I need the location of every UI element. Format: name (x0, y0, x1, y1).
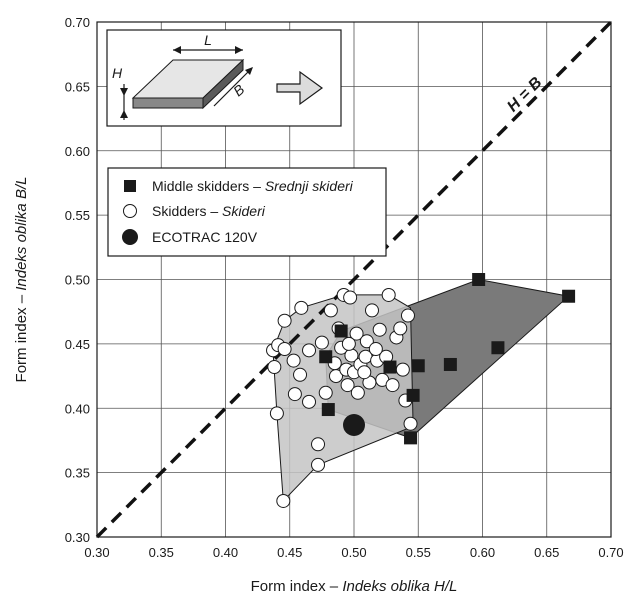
skidder-point (277, 342, 292, 357)
x-tick-label: 0.35 (149, 545, 174, 560)
dim-h-arrow-top (120, 88, 128, 96)
y-axis-title: Form index – Indeks oblika B/L (13, 177, 30, 383)
middle-skidder-point (334, 324, 348, 338)
x-tick-label: 0.55 (406, 545, 431, 560)
skidder-point (340, 378, 355, 393)
board-front (132, 97, 204, 109)
axis-layer: 0.30 0.35 0.40 0.45 0.50 0.55 0.60 0.65 0.70 0.30… (13, 15, 624, 595)
middle-skidder-point (411, 359, 425, 373)
x-tick-label: 0.50 (341, 545, 366, 560)
y-tick-label: 0.40 (65, 401, 90, 416)
skidder-point (294, 300, 309, 315)
y-tick-label: 0.45 (65, 337, 90, 352)
skidder-point (357, 365, 372, 380)
skidder-point (277, 313, 292, 328)
legend-entry-label: ECOTRAC 120V (152, 229, 258, 245)
legend-entry-label: Middle skidders – Srednji skideri (152, 178, 354, 194)
skidder-point (341, 336, 356, 351)
y-tick-label: 0.55 (65, 208, 90, 223)
dim-l-arrow-left (173, 46, 181, 54)
dim-l-label: L (204, 32, 212, 48)
point-layer (266, 273, 576, 508)
x-tick-label: 0.70 (598, 545, 623, 560)
y-tick-label: 0.70 (65, 15, 90, 30)
x-tick-label: 0.65 (534, 545, 559, 560)
legend-filled-circle-icon (122, 229, 138, 245)
skidder-point (318, 385, 333, 400)
middle-skidder-point (404, 431, 418, 445)
y-tick-label: 0.30 (65, 530, 90, 545)
x-tick-label: 0.30 (84, 545, 109, 560)
middle-skidder-point (406, 388, 420, 402)
skidder-point (395, 362, 410, 377)
middle-skidder-point (383, 360, 397, 374)
skidder-point (276, 493, 291, 508)
skidder-point (293, 367, 308, 382)
diagonal-label: H = B (504, 74, 545, 115)
x-axis-title: Form index – Indeks oblika H/L (251, 578, 458, 595)
dim-b-arrow-top (245, 67, 253, 75)
inset-diagram: LHB (106, 29, 342, 127)
skidder-point (364, 303, 379, 318)
y-tick-label: 0.35 (65, 466, 90, 481)
skidder-point (302, 394, 317, 409)
ecotrac-point (343, 413, 365, 436)
legend-open-circle-icon (123, 204, 137, 218)
middle-skidder-point (319, 350, 333, 364)
skidder-point (302, 343, 317, 358)
legend-square-icon (124, 180, 136, 192)
skidder-point (381, 287, 396, 302)
dim-h-label: H (112, 65, 123, 81)
x-tick-label: 0.45 (277, 545, 302, 560)
dim-b-line (213, 67, 253, 107)
skidder-point (368, 342, 383, 357)
skidder-point (287, 387, 302, 402)
skidder-point (343, 290, 358, 305)
skidder-point (311, 437, 326, 452)
skidder-point (286, 353, 301, 368)
skidder-point (329, 369, 344, 384)
legend: Middle skidders – Srednji skideri Skidder… (107, 167, 387, 257)
middle-skidder-point (321, 403, 335, 417)
y-tick-label: 0.65 (65, 79, 90, 94)
y-tick-label: 0.60 (65, 144, 90, 159)
skidder-point (403, 416, 418, 431)
skidder-point (269, 406, 284, 421)
dim-l-arrow-right (235, 46, 243, 54)
skidder-point (323, 303, 338, 318)
middle-skidder-point (491, 341, 505, 355)
skidder-point (393, 321, 408, 336)
dim-h-arrow-bottom (120, 110, 128, 118)
skidder-point (350, 385, 365, 400)
middle-skidder-point (443, 357, 457, 371)
middle-skidder-point (472, 273, 486, 286)
skidder-point (359, 334, 374, 349)
legend-entry-label: Skidders – Skideri (152, 203, 266, 219)
y-tick-label: 0.50 (65, 273, 90, 288)
skidder-point (349, 326, 364, 341)
legend-box (107, 167, 387, 257)
board-side (202, 58, 244, 110)
x-tick-label: 0.60 (470, 545, 495, 560)
skidder-point (400, 308, 415, 323)
skidder-point (311, 457, 326, 472)
middle-skidder-point (562, 289, 576, 303)
skidder-point (385, 378, 400, 393)
skidder-point (267, 360, 282, 375)
plot-frame (96, 21, 612, 538)
skidder-point (372, 322, 387, 337)
skidder-point (314, 335, 329, 350)
diagonal-line (95, 20, 613, 539)
direction-arrow-icon (276, 70, 324, 106)
x-tick-label: 0.40 (213, 545, 238, 560)
